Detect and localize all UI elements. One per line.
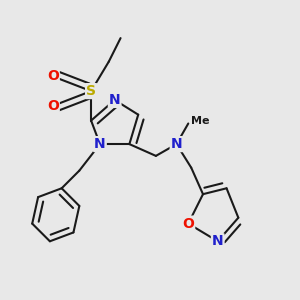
Text: N: N xyxy=(212,234,224,248)
Text: N: N xyxy=(171,137,182,151)
Text: N: N xyxy=(94,137,106,151)
Text: S: S xyxy=(86,84,96,98)
Text: O: O xyxy=(182,217,194,231)
Text: Me: Me xyxy=(191,116,209,126)
Text: O: O xyxy=(47,69,59,83)
Text: O: O xyxy=(47,99,59,113)
Text: N: N xyxy=(109,93,121,107)
